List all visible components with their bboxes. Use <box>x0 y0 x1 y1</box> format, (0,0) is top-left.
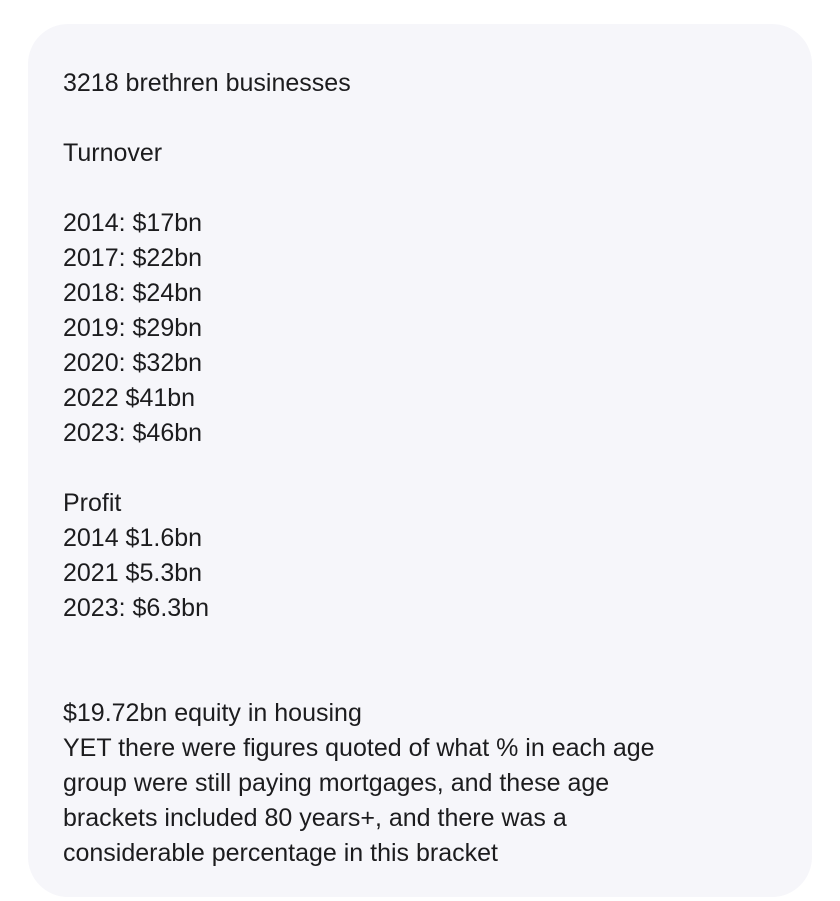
turnover-heading: Turnover <box>63 139 163 167</box>
message-bubble: 3218 brethren businesses Turnover 2014: … <box>28 24 812 897</box>
turnover-item: 2019: $29bn <box>63 314 203 342</box>
profit-item: 2021 $5.3bn <box>63 559 203 587</box>
closing-line: $19.72bn equity in housing <box>63 699 362 727</box>
turnover-item: 2020: $32bn <box>63 349 203 377</box>
turnover-item: 2022 $41bn <box>63 384 196 412</box>
closing-line: group were still paying mortgages, and t… <box>63 769 610 797</box>
message-text: 3218 brethren businesses Turnover 2014: … <box>63 66 792 871</box>
headline: 3218 brethren businesses <box>63 69 351 97</box>
closing-line: YET there were figures quoted of what % … <box>63 734 655 762</box>
closing-line: considerable percentage in this bracket <box>63 839 498 867</box>
profit-heading: Profit <box>63 489 122 517</box>
turnover-item: 2014: $17bn <box>63 209 203 237</box>
turnover-item: 2018: $24bn <box>63 279 203 307</box>
profit-item: 2014 $1.6bn <box>63 524 203 552</box>
profit-item: 2023: $6.3bn <box>63 594 209 622</box>
turnover-item: 2023: $46bn <box>63 419 203 447</box>
turnover-item: 2017: $22bn <box>63 244 203 272</box>
closing-line: brackets included 80 years+, and there w… <box>63 804 567 832</box>
